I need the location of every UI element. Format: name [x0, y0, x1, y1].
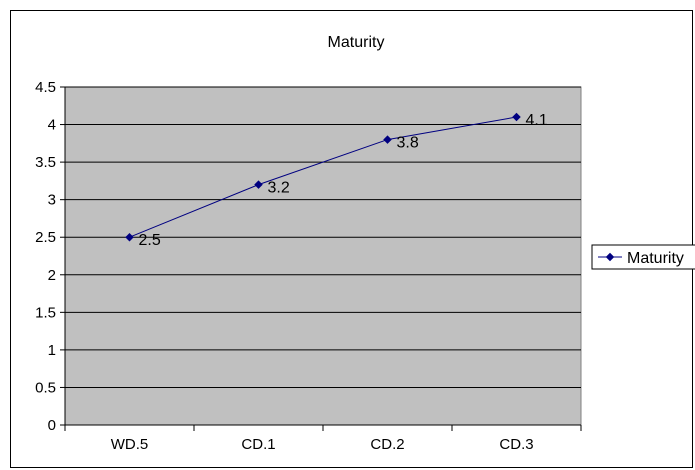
chart-title: Maturity — [328, 34, 385, 51]
x-tick-label: CD.2 — [370, 436, 404, 453]
y-tick-label: 3 — [48, 192, 56, 209]
y-tick-label: 3.5 — [35, 154, 56, 171]
y-tick-label: 4 — [48, 117, 56, 134]
series-line — [129, 116, 517, 238]
data-point — [125, 232, 134, 242]
x-tick-label: CD.3 — [499, 436, 533, 453]
legend-label: Maturity — [627, 250, 684, 267]
y-tick-label: 4.5 — [35, 79, 56, 96]
data-point — [383, 135, 392, 144]
y-tick-label: 0.5 — [35, 379, 56, 396]
data-point — [254, 180, 263, 189]
x-tick-label: CD.1 — [241, 436, 275, 453]
legend: Maturity — [591, 244, 695, 270]
data-label: 4.1 — [526, 112, 548, 129]
data-label: 3.8 — [397, 135, 419, 152]
y-tick-label: 1.5 — [35, 304, 56, 321]
y-tick-label: 2.5 — [35, 229, 56, 246]
y-tick-label: 1 — [48, 342, 56, 359]
y-tick-label: 2 — [48, 267, 56, 284]
data-label: 3.2 — [268, 180, 290, 197]
x-tick-label: WD.5 — [111, 436, 149, 453]
data-label: 2.5 — [139, 232, 161, 249]
y-tick-label: 0 — [48, 417, 56, 434]
plot-area — [64, 86, 582, 426]
